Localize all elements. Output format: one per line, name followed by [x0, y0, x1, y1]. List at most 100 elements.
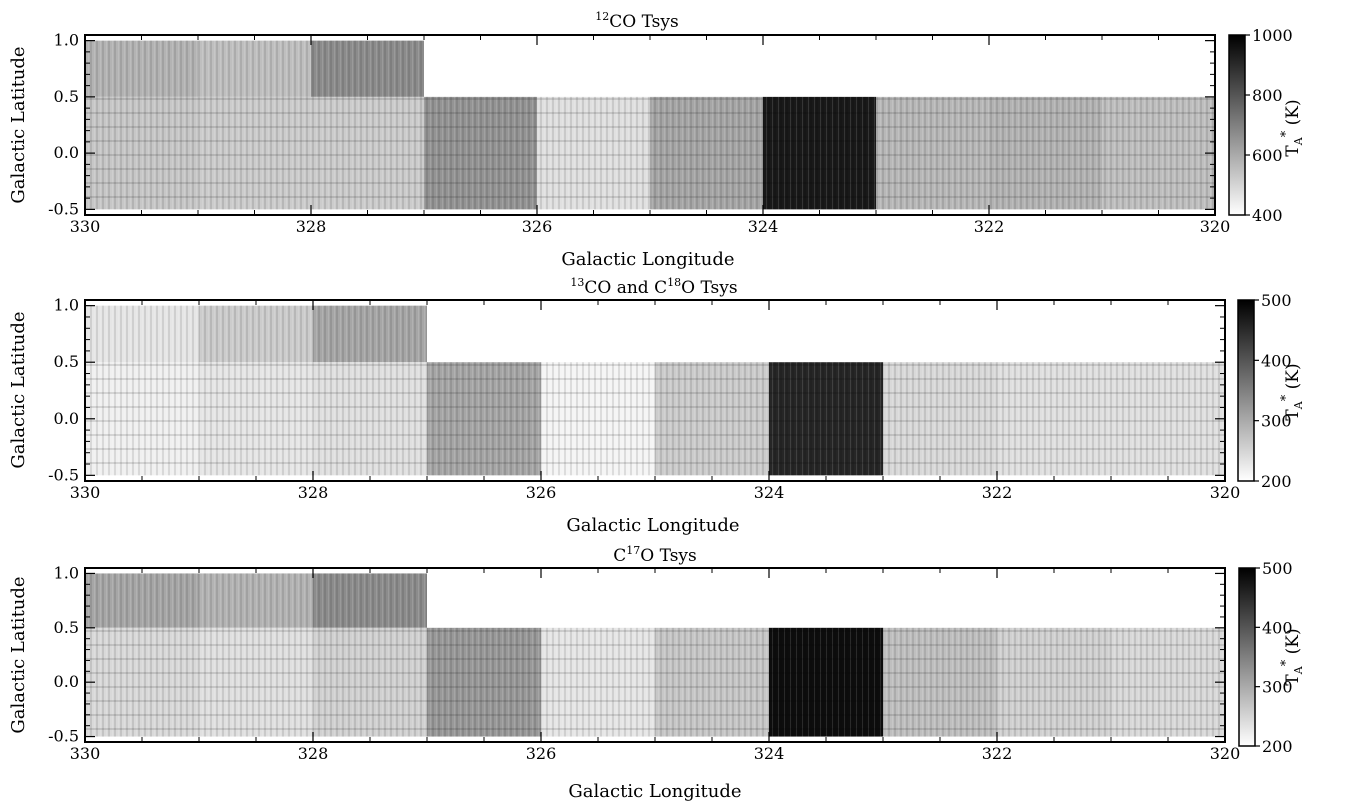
tile-texture [541, 627, 655, 737]
tile-texture [85, 573, 199, 628]
tile-texture [85, 305, 199, 363]
tile-texture [541, 362, 655, 476]
panel-13co-c18o: 330 328 326 324 322 320 1.0 0.5 0.0 -0.5 13CO an… [8, 276, 1305, 536]
tile-texture [424, 96, 537, 210]
tile-texture [85, 96, 198, 210]
colorbar-tick-label: 300 [1261, 412, 1292, 431]
colorbar-tick-label: 400 [1252, 206, 1283, 225]
colorbar-tick-label: 200 [1262, 737, 1293, 756]
colorbar-tick-label: 400 [1262, 618, 1293, 637]
tile-texture [989, 96, 1102, 210]
x-tick-label: 330 [70, 744, 101, 763]
y-tick-label: 0.0 [54, 143, 79, 162]
x-tick-label: 328 [298, 744, 329, 763]
x-tick-label: 322 [974, 217, 1005, 236]
y-axis-label: Galactic Latitude [8, 46, 29, 203]
x-tick-label: 320 [1210, 744, 1241, 763]
tile-texture [655, 362, 769, 476]
x-ticks: 330 328 326 324 322 320 [70, 300, 1241, 502]
y-tick-label: 0.5 [54, 352, 79, 371]
heatmap-tiles [85, 305, 1225, 476]
tile-texture [1111, 362, 1225, 476]
tile-texture [763, 96, 876, 210]
colorbar-tick-label: 600 [1252, 146, 1283, 165]
tile-texture [997, 627, 1111, 737]
tile-texture [85, 362, 199, 476]
tile-texture [199, 305, 313, 363]
y-tick-label: -0.5 [48, 727, 79, 746]
y-tick-label: 0.5 [54, 618, 79, 637]
x-tick-label: 320 [1210, 483, 1241, 502]
x-axis-label: Galactic Longitude [561, 249, 734, 270]
y-tick-label: 0.0 [54, 409, 79, 428]
colorbar-ticks: 500 400 300 200 [1254, 291, 1292, 491]
tile-texture [198, 96, 311, 210]
y-tick-label: -0.5 [48, 199, 79, 218]
heatmap-tiles [85, 573, 1225, 737]
tile-texture [313, 627, 427, 737]
x-tick-label: 326 [522, 217, 553, 236]
chart-title: 12CO Tsys [595, 10, 679, 32]
tile-texture [537, 96, 650, 210]
tile-texture [876, 96, 989, 210]
colorbar-tick-label: 200 [1261, 472, 1292, 491]
x-tick-label: 328 [296, 217, 327, 236]
tile-texture [997, 362, 1111, 476]
tile-texture [1102, 96, 1215, 210]
x-ticks: 330 328 326 324 322 320 [70, 35, 1231, 236]
y-tick-label: 1.0 [54, 563, 79, 582]
tile-texture [311, 96, 424, 210]
y-tick-label: 0.5 [54, 87, 79, 106]
x-tick-label: 326 [526, 483, 557, 502]
x-ticks: 330 328 326 324 322 320 [70, 568, 1241, 763]
tile-texture [313, 362, 427, 476]
tile-texture [883, 627, 997, 737]
x-tick-label: 320 [1200, 217, 1231, 236]
tile-texture [650, 96, 763, 210]
tile-texture [1111, 627, 1225, 737]
tile-texture [313, 573, 427, 628]
colorbar-tick-label: 1000 [1252, 26, 1293, 45]
colorbar-label: TA* (K) [1279, 363, 1305, 420]
x-tick-label: 322 [982, 483, 1013, 502]
x-tick-label: 324 [754, 744, 785, 763]
y-tick-label: -0.5 [48, 465, 79, 484]
x-tick-label: 324 [754, 483, 785, 502]
x-tick-label: 330 [70, 217, 101, 236]
tile-texture [199, 627, 313, 737]
x-tick-label: 322 [982, 744, 1013, 763]
heatmap-tiles [85, 40, 1215, 210]
x-tick-label: 324 [748, 217, 779, 236]
x-axis-label: Galactic Longitude [568, 781, 741, 802]
colorbar [1238, 567, 1256, 747]
tile-texture [655, 627, 769, 737]
tile-texture [199, 362, 313, 476]
colorbar-tick-label: 800 [1252, 86, 1283, 105]
colorbar [1237, 299, 1255, 482]
panel-12co: 330 328 326 324 322 320 1.0 0.5 0.0 -0.5 12CO Ts… [8, 10, 1305, 270]
chart-title: 13CO and C18O Tsys [570, 276, 737, 298]
tile-texture [85, 627, 199, 737]
colorbar-ticks: 1000 800 600 400 [1245, 26, 1293, 225]
panel-c17o: 330 328 326 324 322 320 1.0 0.5 0.0 -0.5 C17O Ts… [8, 544, 1305, 802]
tile-texture [311, 40, 424, 97]
y-tick-label: 1.0 [54, 31, 79, 50]
tile-texture [769, 627, 883, 737]
colorbar-tick-label: 400 [1261, 351, 1292, 370]
y-ticks: 1.0 0.5 0.0 -0.5 [48, 563, 1225, 746]
tile-texture [85, 40, 198, 97]
x-tick-label: 328 [298, 483, 329, 502]
x-tick-label: 326 [526, 744, 557, 763]
colorbar-tick-label: 500 [1261, 291, 1292, 310]
y-axis-label: Galactic Latitude [8, 311, 29, 468]
tile-texture [199, 573, 313, 628]
chart-title: C17O Tsys [613, 544, 697, 566]
colorbar-tick-label: 300 [1262, 678, 1293, 697]
colorbar-ticks: 500 400 300 200 [1255, 559, 1293, 756]
x-tick-label: 330 [70, 483, 101, 502]
colorbar-label: TA* (K) [1279, 99, 1305, 156]
tile-texture [427, 627, 541, 737]
y-ticks: 1.0 0.5 0.0 -0.5 [48, 31, 1215, 218]
colorbar-tick-label: 500 [1262, 559, 1293, 578]
